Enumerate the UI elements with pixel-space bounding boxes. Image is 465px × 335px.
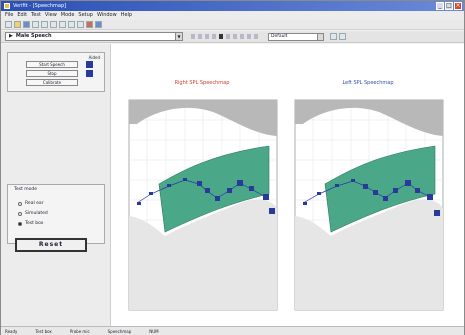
chevron-down-icon[interactable]: ▼ [175,33,182,40]
menu-test[interactable]: Test [31,12,41,18]
calibrate-button[interactable]: Calibrate [26,79,78,86]
maximize-button[interactable]: □ [445,2,453,10]
target-selected: Default [271,33,288,39]
aided-response-line [302,180,431,204]
aided-panel: Aided Start Speech Stop Calibrate [7,52,105,92]
session-toolbar: ▶ Male Speech ▼ Default [1,31,464,43]
nav-step-2[interactable] [198,34,202,39]
radio-label: Test box [25,221,44,226]
menu-view[interactable]: View [44,12,57,18]
right-ear-icon[interactable] [86,61,93,68]
menu-window[interactable]: Window [96,12,117,18]
menu-mode[interactable]: Mode [60,12,75,18]
speech-band [324,145,436,233]
sidebar: Aided Start Speech Stop Calibrate Test m… [1,44,111,326]
radio-icon [18,221,22,226]
radio-label: Simulated [25,211,48,216]
session-select[interactable]: ▶ Male Speech ▼ [5,32,183,41]
radio-test-box[interactable]: Test box [18,221,43,226]
close-session-icon[interactable] [339,33,346,40]
status-item: Probe mic [69,328,90,334]
radio-label: Real ear [25,201,44,206]
nav-step-3[interactable] [205,34,209,39]
nav-step-4[interactable] [212,34,216,39]
session-arrow-icon: ▶ [9,33,13,39]
redo-icon[interactable] [77,21,84,28]
nav-strip [191,34,258,39]
print-icon[interactable] [32,21,39,28]
left-chart: Left SPL Speechmap [289,80,447,312]
toolbar [1,20,464,30]
minimize-button[interactable]: _ [436,2,444,10]
title-bar: Verifit - [Speechmap] _ □ × [1,1,464,11]
radio-icon [18,201,22,206]
right-chart-plot [128,99,278,311]
nav-step-10[interactable] [254,34,258,39]
test-mode-panel: Test mode Real ear Simulated Test box [7,184,105,244]
target-select[interactable]: Default [268,32,324,41]
left-chart-plot [294,99,444,311]
nav-step-1[interactable] [191,34,195,39]
test-mode-legend: Test mode [14,187,38,192]
settings-icon[interactable] [330,33,337,40]
menu-help[interactable]: Help [120,12,133,18]
nav-step-7[interactable] [233,34,237,39]
zoom-icon[interactable] [86,21,93,28]
undo-icon[interactable] [68,21,75,28]
window-title: Verifit - [Speechmap] [13,3,67,9]
main-content: Aided Start Speech Stop Calibrate Test m… [1,44,464,326]
status-item: NUM [149,328,159,334]
right-chart: Right SPL Speechmap [123,80,281,312]
menu-edit[interactable]: Edit [17,12,28,18]
status-bar: Ready Test box Probe mic Speechmap NUM [1,326,464,335]
nav-step-6[interactable] [226,34,230,39]
radio-simulated[interactable]: Simulated [18,211,48,216]
save-icon[interactable] [23,21,30,28]
paste-icon[interactable] [59,21,66,28]
upper-threshold-area [129,100,277,136]
nav-step-5[interactable] [219,34,223,39]
menu-file[interactable]: File [5,12,14,18]
radio-real-ear[interactable]: Real ear [18,201,44,206]
left-ear-icon[interactable] [86,70,93,77]
aided-panel-label: Aided [88,55,100,60]
aided-response-line [136,179,267,204]
menu-setup[interactable]: Setup [78,12,93,18]
close-button[interactable]: × [454,2,462,10]
cut-icon[interactable] [41,21,48,28]
open-icon[interactable] [14,21,21,28]
status-item: Test box [35,328,52,334]
copy-icon[interactable] [50,21,57,28]
nav-step-8[interactable] [240,34,244,39]
chevron-down-icon[interactable] [317,33,323,40]
radio-icon [18,211,22,216]
app-icon [4,3,10,9]
menu-bar: File Edit Test View Mode Setup Window He… [1,11,464,20]
nav-step-9[interactable] [247,34,251,39]
lower-threshold-area [129,199,277,310]
status-item: Speechmap [107,328,132,334]
new-icon[interactable] [5,21,12,28]
status-item: Ready [5,328,18,334]
upper-threshold-area [295,100,443,136]
start-speech-button[interactable]: Start Speech [26,61,78,68]
help-icon[interactable] [95,21,102,28]
lower-threshold-area [295,199,443,310]
right-chart-title: Right SPL Speechmap [174,80,230,86]
left-chart-title: Left SPL Speechmap [342,80,394,86]
session-label: Male Speech [15,33,52,39]
stop-button[interactable]: Stop [26,70,78,77]
reset-button[interactable]: Reset [15,238,87,252]
